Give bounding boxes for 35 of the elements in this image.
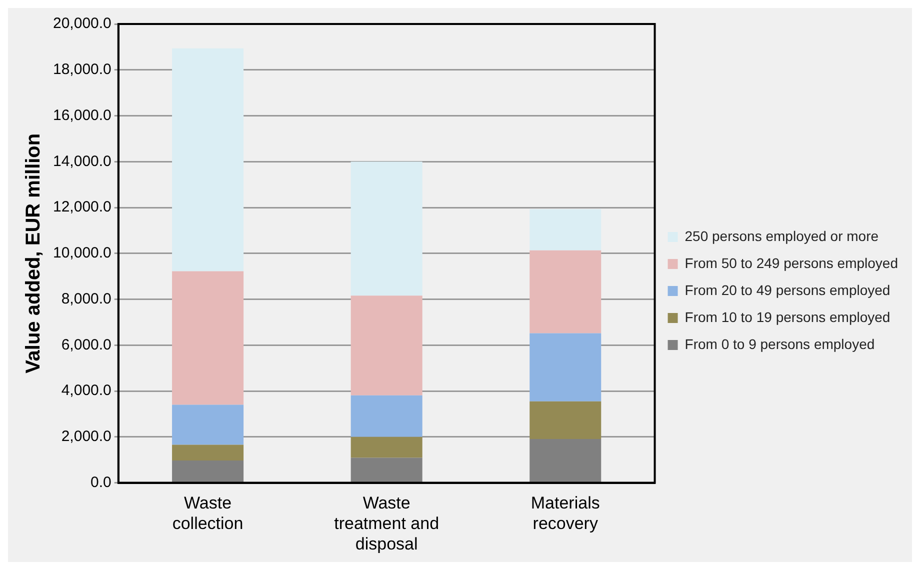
bar [172,271,244,405]
legend-label: From 10 to 19 persons employed [684,308,890,325]
legend-label: From 50 to 249 persons employed [684,254,898,271]
x-tick-label: Materials recovery [530,494,600,534]
legend-label: 250 persons employed or more [684,228,879,244]
bar [530,401,602,439]
bar [172,48,244,272]
x-tick-label: Waste treatment and disposal [334,494,440,554]
bar [172,404,244,445]
bar [350,395,422,437]
y-tick-label: 18,000.0 [53,61,112,78]
y-tick-label: 10,000.0 [53,244,112,262]
y-tick-label: 8,000.0 [61,290,112,308]
bar [350,296,422,396]
bar [350,436,422,458]
bar [350,162,422,296]
y-tick-label: 2,000.0 [61,428,112,446]
bar [172,444,244,461]
bar [530,209,602,250]
y-tick-label: 16,000.0 [53,106,112,124]
y-tick-label: 14,000.0 [53,152,112,170]
y-axis-title: Value added, EUR million [22,133,45,374]
y-tick-label: 4,000.0 [61,382,112,400]
bar [530,250,602,334]
y-tick-label: 12,000.0 [53,198,112,216]
bar [530,438,602,482]
bar [350,458,422,482]
bar [172,460,244,482]
y-tick-label: 20,000.0 [53,15,112,32]
legend-label: From 20 to 49 persons employed [684,282,890,298]
y-tick-label: 0.0 [90,474,112,491]
bar [530,333,602,402]
legend-label: From 0 to 9 persons employed [684,336,875,352]
x-tick-label: Waste collection [172,494,244,534]
y-tick-label: 6,000.0 [61,336,112,354]
